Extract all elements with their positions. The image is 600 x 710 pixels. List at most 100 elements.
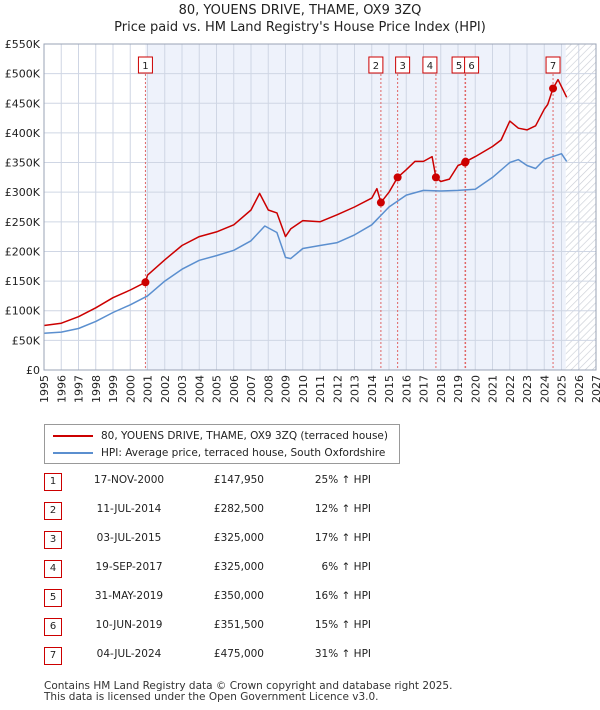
plot-frame — [43, 43, 597, 371]
x-tick-label: 2024 — [538, 375, 551, 403]
sale-number-badge: 6 — [44, 618, 62, 636]
sale-price: £282,500 — [213, 503, 264, 515]
sale-price: £147,950 — [213, 474, 264, 486]
forecast-hatch-region — [565, 44, 596, 370]
sale-row: 1 17-NOV-2000 £147,950 25% ↑ HPI — [44, 472, 444, 492]
sale-point — [141, 278, 150, 287]
x-tick-label: 2002 — [159, 375, 172, 403]
sale-date: 17-NOV-2000 — [93, 474, 165, 486]
sale-hpi-change: 12% ↑ HPI — [314, 503, 371, 515]
sale-point — [376, 198, 385, 207]
sale-price: £351,500 — [213, 619, 264, 631]
sale-hpi-change: 17% ↑ HPI — [314, 532, 371, 544]
y-tick-label: £250K — [5, 216, 41, 229]
legend-label-hpi: HPI: Average price, terraced house, Sout… — [101, 447, 386, 459]
sale-marker-box — [545, 56, 561, 74]
chart-legend: 80, YOUENS DRIVE, THAME, OX9 3ZQ (terrac… — [44, 424, 400, 464]
sale-number-badge: 2 — [44, 502, 62, 520]
y-tick-label: £50K — [12, 334, 41, 347]
footer-attribution: Contains HM Land Registry data © Crown c… — [44, 681, 452, 703]
sale-hpi-change: 6% ↑ HPI — [321, 561, 371, 573]
sale-point — [393, 173, 402, 182]
sale-hpi-change: 15% ↑ HPI — [314, 619, 371, 631]
sale-hpi-change: 31% ↑ HPI — [314, 648, 371, 660]
x-tick-label: 2023 — [521, 375, 534, 403]
x-tick-label: 2021 — [487, 375, 500, 403]
x-tick-label: 2004 — [193, 375, 206, 403]
sale-number-badge: 4 — [44, 560, 62, 578]
x-tick-label: 2019 — [452, 375, 465, 403]
chart-title-line1: 80, YOUENS DRIVE, THAME, OX9 3ZQ — [178, 3, 422, 18]
sale-price: £350,000 — [213, 590, 264, 602]
sale-date: 03-JUL-2015 — [96, 532, 162, 544]
y-tick-label: £500K — [5, 68, 41, 81]
sale-price: £475,000 — [213, 648, 264, 660]
sale-date: 10-JUN-2019 — [95, 619, 163, 631]
sale-date: 11-JUL-2014 — [96, 503, 162, 515]
x-tick-label: 2022 — [504, 375, 517, 403]
sale-number-badge: 7 — [44, 647, 62, 665]
chart-title: 80, YOUENS DRIVE, THAME, OX9 3ZQ Price p… — [0, 2, 600, 36]
sale-row: 7 04-JUL-2024 £475,000 31% ↑ HPI — [44, 646, 444, 666]
sale-marker-label: 6 — [468, 61, 474, 72]
legend-swatch-hpi — [53, 452, 93, 454]
sale-marker-label: 5 — [456, 61, 462, 72]
sale-row: 6 10-JUN-2019 £351,500 15% ↑ HPI — [44, 617, 444, 637]
sale-date: 31-MAY-2019 — [94, 590, 164, 602]
y-tick-label: £450K — [5, 97, 41, 110]
x-tick-label: 2009 — [280, 375, 293, 403]
x-tick-label: 2006 — [228, 375, 241, 403]
x-tick-label: 2020 — [469, 375, 482, 403]
sale-number-badge: 1 — [44, 473, 62, 491]
sale-number-badge: 3 — [44, 531, 62, 549]
x-tick-label: 2005 — [211, 375, 224, 403]
chart-title-line2: Price paid vs. HM Land Registry's House … — [114, 20, 486, 35]
x-tick-label: 2017 — [418, 375, 431, 403]
sale-row: 5 31-MAY-2019 £350,000 16% ↑ HPI — [44, 588, 444, 608]
sale-row: 4 19-SEP-2017 £325,000 6% ↑ HPI — [44, 559, 444, 579]
sale-marker-label: 2 — [373, 61, 379, 72]
y-tick-label: £400K — [5, 127, 41, 140]
x-tick-label: 2015 — [383, 375, 396, 403]
sale-marker-box — [395, 56, 411, 74]
sale-hpi-change: 16% ↑ HPI — [314, 590, 371, 602]
sale-marker-box — [422, 56, 438, 74]
x-tick-label: 2027 — [590, 375, 600, 403]
x-tick-label: 1997 — [73, 375, 86, 403]
legend-swatch-property — [53, 435, 93, 437]
sale-point — [549, 84, 558, 93]
x-tick-label: 1998 — [90, 375, 103, 403]
sale-row: 3 03-JUL-2015 £325,000 17% ↑ HPI — [44, 530, 444, 550]
x-tick-label: 2011 — [314, 375, 327, 403]
y-tick-label: £150K — [5, 275, 41, 288]
y-tick-label: £100K — [5, 305, 41, 318]
x-tick-label: 2026 — [573, 375, 586, 403]
x-tick-label: 2014 — [366, 375, 379, 403]
sale-price: £325,000 — [213, 561, 264, 573]
hpi-line — [43, 152, 568, 335]
sale-number-badge: 5 — [44, 589, 62, 607]
sale-price: £325,000 — [213, 532, 264, 544]
sale-marker-label: 7 — [550, 61, 556, 72]
x-tick-label: 2008 — [262, 375, 275, 403]
sale-date: 04-JUL-2024 — [96, 648, 162, 660]
y-tick-label: £300K — [5, 186, 41, 199]
x-tick-label: 2018 — [435, 375, 448, 403]
x-tick-label: 2010 — [297, 375, 310, 403]
footer-line2: This data is licensed under the Open Gov… — [44, 691, 379, 703]
y-tick-label: £550K — [5, 38, 41, 51]
x-tick-label: 2016 — [400, 375, 413, 403]
x-tick-label: 1995 — [38, 375, 51, 403]
x-tick-label: 1999 — [107, 375, 120, 403]
x-tick-label: 2007 — [245, 375, 258, 403]
legend-item-property: 80, YOUENS DRIVE, THAME, OX9 3ZQ (terrac… — [53, 428, 388, 444]
x-tick-label: 2013 — [349, 375, 362, 403]
y-tick-label: £0 — [26, 364, 40, 377]
legend-item-hpi: HPI: Average price, terraced house, Sout… — [53, 445, 385, 461]
price-chart: £0 £50K £100K £150K £200K £250K £300K £350K £400… — [5, 38, 600, 403]
sale-row: 2 11-JUL-2014 £282,500 12% ↑ HPI — [44, 501, 444, 521]
x-tick-label: 2001 — [142, 375, 155, 403]
x-tick-label: 2003 — [176, 375, 189, 403]
x-tick-label: 1996 — [55, 375, 68, 403]
footer-line1: Contains HM Land Registry data © Crown c… — [44, 680, 453, 692]
